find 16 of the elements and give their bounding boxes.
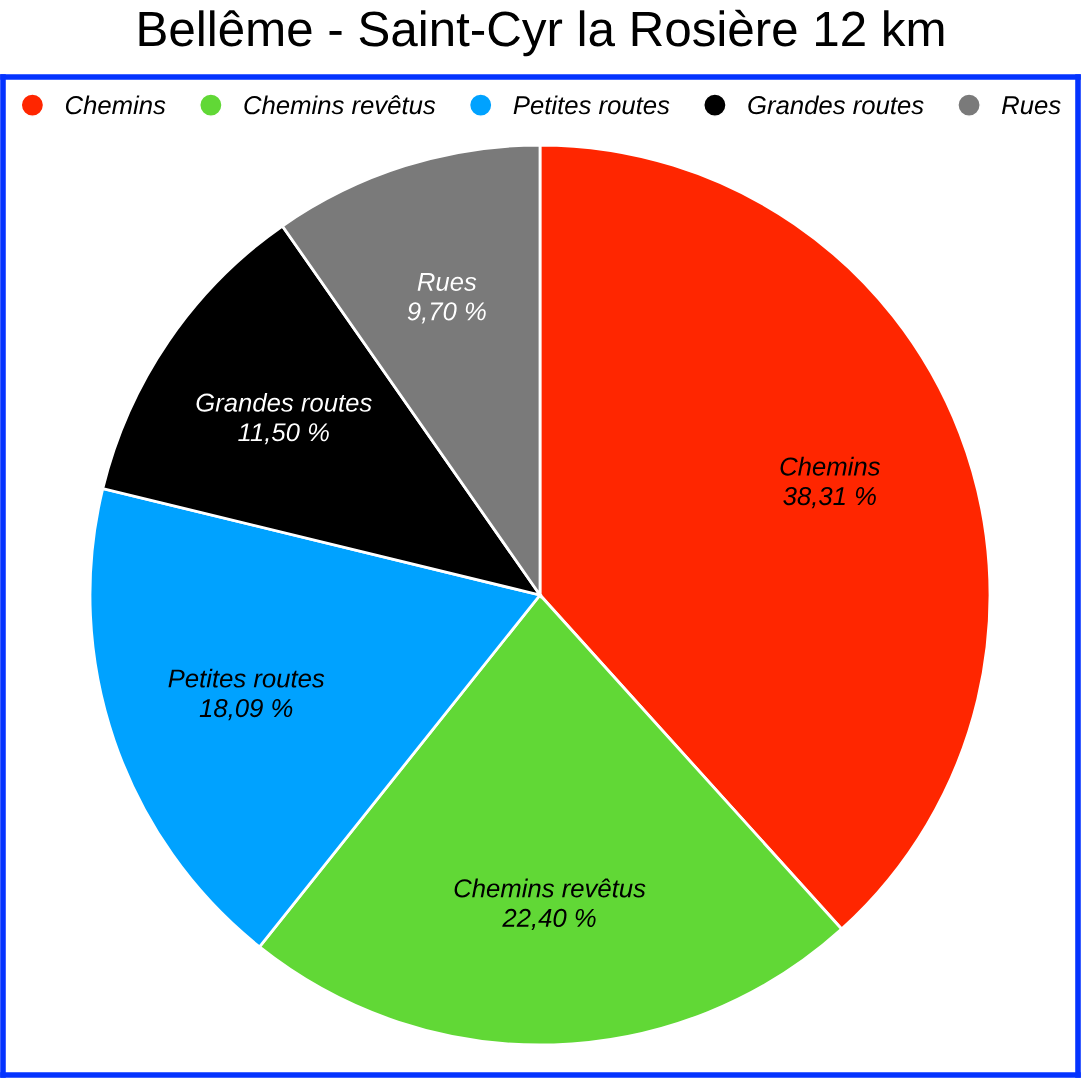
legend-label: Petites routes — [513, 95, 670, 115]
data-label: 9,70 % — [407, 302, 486, 324]
slice-label: Petites routes — [168, 668, 325, 688]
legend-label: Chemins — [65, 95, 166, 115]
data-label: 11,50 % — [238, 423, 329, 445]
data-label: 38,31 % — [783, 486, 876, 509]
data-label: 18,09 % — [199, 698, 293, 721]
data-label: 22,40 % — [502, 908, 596, 931]
chart-title: Bellême - Saint-Cyr la Rosière 12 km — [139, 9, 944, 57]
slice-label: Rues — [417, 273, 477, 291]
slice-label: Chemins — [780, 456, 880, 476]
slice-label: Chemins revêtus — [454, 878, 646, 898]
legend-label: Grandes routes — [748, 95, 924, 115]
legend-label: Chemins revêtus — [244, 95, 436, 115]
slice-label: Grandes routes — [196, 392, 372, 412]
legend-label: Rues — [1001, 96, 1061, 115]
